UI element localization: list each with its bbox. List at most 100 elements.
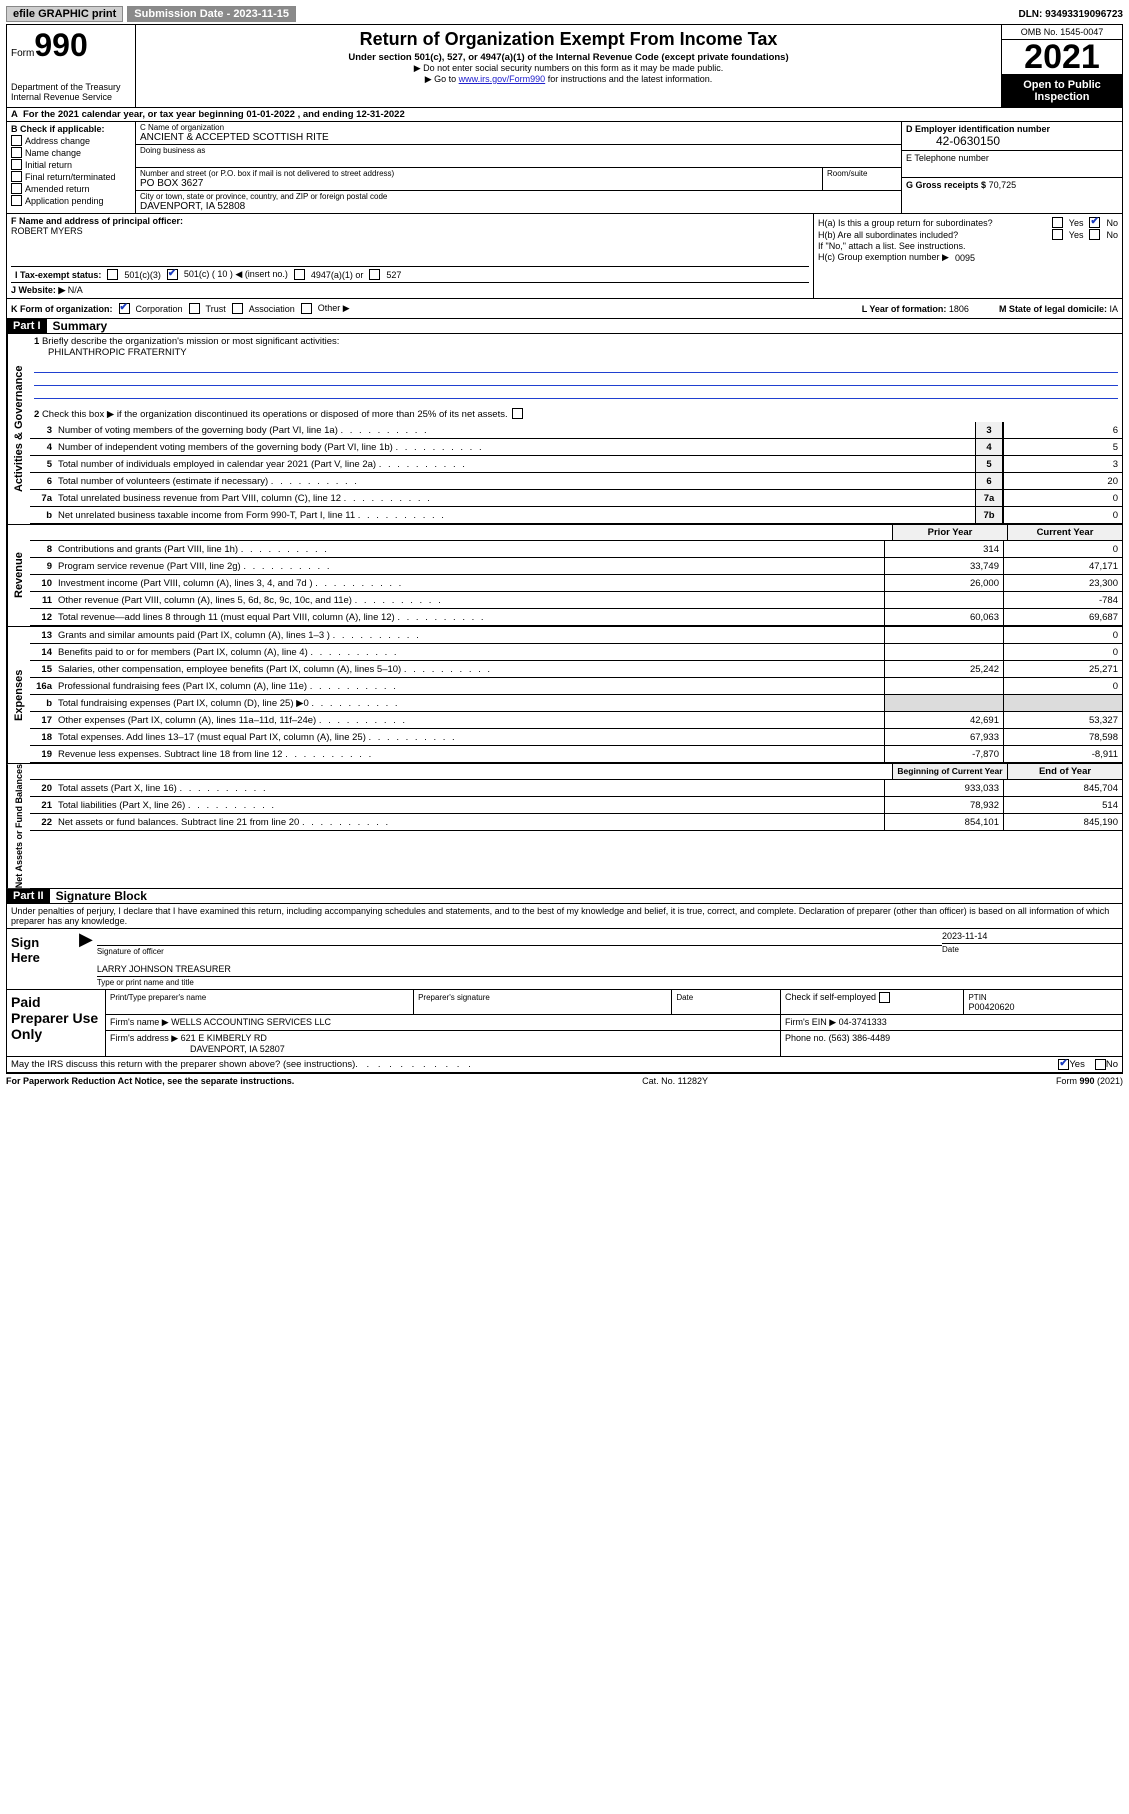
form-title-block: Return of Organization Exempt From Incom… [136,25,1001,107]
officer-name-title: LARRY JOHNSON TREASURER [97,964,1122,974]
may-irs-no[interactable] [1095,1059,1106,1070]
footer-mid: Cat. No. 11282Y [642,1076,708,1086]
data-line: 19Revenue less expenses. Subtract line 1… [30,746,1122,763]
colb-item: Amended return [11,183,131,194]
sign-arrow-icon: ▶ [75,929,97,989]
data-line: 12Total revenue—add lines 8 through 11 (… [30,609,1122,626]
part1-header-row: Part I Summary [7,319,1122,334]
gov-line: 5Total number of individuals employed in… [30,456,1122,473]
form-id-block: Form990 Department of the Treasury Inter… [7,25,136,107]
state-domicile: IA [1109,304,1118,314]
data-line: bTotal fundraising expenses (Part IX, co… [30,695,1122,712]
group-exemption: 0095 [955,253,975,263]
chk-4947[interactable] [294,269,305,280]
expenses-section: Expenses 13Grants and similar amounts pa… [7,627,1122,764]
data-line: 11Other revenue (Part VIII, column (A), … [30,592,1122,609]
data-line: 22Net assets or fund balances. Subtract … [30,814,1122,831]
side-label-net: Net Assets or Fund Balances [7,764,30,888]
hb-no[interactable] [1089,229,1100,240]
data-line: 10Investment income (Part VIII, column (… [30,575,1122,592]
chk-501c[interactable] [167,269,178,280]
chk-trust[interactable] [189,303,200,314]
col-de-block: D Employer identification number 42-0630… [901,122,1122,213]
colb-checkbox[interactable] [11,195,22,206]
paid-preparer-section: Paid Preparer Use Only Print/Type prepar… [7,989,1122,1056]
officer-name: ROBERT MYERS [11,226,809,236]
chk-corp[interactable] [119,303,130,314]
sig-date: 2023-11-14 [942,931,1122,941]
penalty-text: Under penalties of perjury, I declare th… [7,904,1122,929]
no-ssn-note: ▶ Do not enter social security numbers o… [138,63,999,74]
colb-checkbox[interactable] [11,147,22,158]
revenue-section: Revenue Prior Year Current Year 8Contrib… [7,525,1122,627]
tax-year: 2021 [1002,40,1122,75]
part1-badge: Part I [7,319,47,333]
colb-checkbox[interactable] [11,183,22,194]
data-line: 21Total liabilities (Part X, line 26) 78… [30,797,1122,814]
section-bcd: B Check if applicable: Address changeNam… [7,122,1122,214]
firm-phone: (563) 386-4489 [829,1033,891,1043]
year-formation: 1806 [949,304,969,314]
chk-self-employed[interactable] [879,992,890,1003]
row-a-tax-year: A For the 2021 calendar year, or tax yea… [7,108,1122,122]
form-header: Form990 Department of the Treasury Inter… [7,25,1122,108]
ha-yes[interactable] [1052,217,1063,228]
colb-item: Application pending [11,195,131,206]
data-line: 8Contributions and grants (Part VIII, li… [30,541,1122,558]
colb-item: Final return/terminated [11,171,131,182]
chk-527[interactable] [369,269,380,280]
col-c-org-info: C Name of organization ANCIENT & ACCEPTE… [136,122,901,213]
firm-address2: DAVENPORT, IA 52807 [190,1044,285,1054]
data-line: 16aProfessional fundraising fees (Part I… [30,678,1122,695]
data-line: 14Benefits paid to or for members (Part … [30,644,1122,661]
chk-501c3[interactable] [107,269,118,280]
gov-line: 4Number of independent voting members of… [30,439,1122,456]
submission-date-button[interactable]: Submission Date - 2023-11-15 [127,6,296,22]
sign-here-label: Sign Here [7,929,75,989]
gross-receipts: 70,725 [989,180,1017,190]
part2-badge: Part II [7,889,50,903]
form-container: Form990 Department of the Treasury Inter… [6,24,1123,1073]
efile-print-button[interactable]: efile GRAPHIC print [6,6,123,22]
city-state-zip: DAVENPORT, IA 52808 [140,201,897,212]
activities-governance-section: Activities & Governance 1 Briefly descri… [7,334,1122,525]
colb-checkbox[interactable] [11,159,22,170]
colb-checkbox[interactable] [11,171,22,182]
ha-no[interactable] [1089,217,1100,228]
side-label-gov: Activities & Governance [7,334,30,524]
footer-left: For Paperwork Reduction Act Notice, see … [6,1076,294,1086]
col-h-group: H(a) Is this a group return for subordin… [813,214,1122,298]
side-label-rev: Revenue [7,525,30,626]
chk-other[interactable] [301,303,312,314]
col-f-officer: F Name and address of principal officer:… [7,214,813,298]
net-assets-section: Net Assets or Fund Balances Beginning of… [7,764,1122,889]
firm-address1: 621 E KIMBERLY RD [181,1033,267,1043]
firm-name: WELLS ACCOUNTING SERVICES LLC [171,1017,331,1027]
gov-line: 7aTotal unrelated business revenue from … [30,490,1122,507]
chk-assoc[interactable] [232,303,243,314]
gov-line: bNet unrelated business taxable income f… [30,507,1122,524]
may-irs-yes[interactable] [1058,1059,1069,1070]
mission-text: PHILANTHROPIC FRATERNITY [48,347,187,358]
signature-block: Under penalties of perjury, I declare th… [7,904,1122,1072]
dept-treasury: Department of the Treasury [11,82,131,92]
gov-line: 6Total number of volunteers (estimate if… [30,473,1122,490]
data-line: 17Other expenses (Part IX, column (A), l… [30,712,1122,729]
form-word: Form [11,48,34,59]
form-number: 990 [34,27,87,63]
chk-discontinued[interactable] [512,408,523,419]
data-line: 9Program service revenue (Part VIII, lin… [30,558,1122,575]
data-line: 18Total expenses. Add lines 13–17 (must … [30,729,1122,746]
col-b-checkboxes: B Check if applicable: Address changeNam… [7,122,136,213]
colb-checkbox[interactable] [11,135,22,146]
row-fh: F Name and address of principal officer:… [7,214,1122,299]
hb-yes[interactable] [1052,229,1063,240]
page-footer: For Paperwork Reduction Act Notice, see … [6,1073,1123,1088]
top-bar: efile GRAPHIC print Submission Date - 20… [6,6,1123,22]
form-title: Return of Organization Exempt From Incom… [138,29,999,50]
footer-right: Form 990 (2021) [1056,1076,1123,1086]
paid-preparer-label: Paid Preparer Use Only [7,990,106,1056]
goto-link[interactable]: www.irs.gov/Form990 [459,74,546,84]
part2-title: Signature Block [56,889,147,903]
colb-item: Name change [11,147,131,158]
